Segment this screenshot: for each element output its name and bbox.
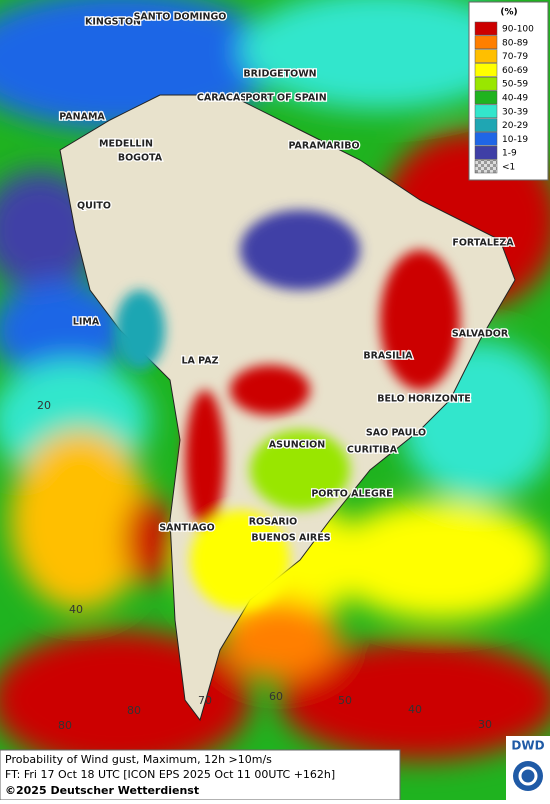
legend-label: 90-100	[502, 25, 534, 35]
legend-label: 50-59	[502, 80, 528, 90]
graticule-label: 40	[69, 603, 83, 616]
city-label: BRIDGETOWN	[243, 69, 316, 80]
city-label: SALVADOR	[452, 329, 509, 340]
graticule-label: 40	[408, 703, 422, 716]
city-label: PORTO ALEGRE	[311, 489, 392, 500]
city-label: ROSARIO	[249, 517, 298, 528]
city-label: BRASILIA	[363, 351, 413, 362]
city-label: ASUNCION	[269, 440, 325, 451]
legend-label: 80-89	[502, 38, 528, 48]
legend-swatch	[474, 118, 498, 132]
legend-swatch	[474, 90, 498, 105]
legend-label: <1	[502, 163, 515, 173]
legend-swatch	[474, 49, 498, 63]
legend-swatch	[474, 159, 498, 174]
legend-swatch	[474, 132, 498, 146]
city-label: SANTIAGO	[159, 523, 214, 534]
city-label: QUITO	[77, 201, 111, 212]
legend-label: 70-79	[502, 52, 528, 62]
graticule-label: 20	[37, 399, 51, 412]
legend-swatch	[474, 63, 498, 77]
city-label: MEDELLIN	[99, 139, 153, 150]
legend-swatch	[474, 104, 498, 119]
graticule-label: 60	[269, 690, 283, 703]
legend-swatch	[474, 35, 498, 50]
city-label: FORTALEZA	[452, 238, 514, 249]
city-label: PORT OF SPAIN	[245, 93, 326, 104]
city-label: KINGSTON	[85, 17, 141, 28]
legend-swatch	[474, 21, 498, 36]
legend-label: 30-39	[502, 107, 528, 117]
graticule-label: 50	[338, 694, 352, 707]
graticule-label: 30	[478, 718, 492, 731]
city-label: BELO HORIZONTE	[377, 394, 471, 405]
city-label: CURITIBA	[347, 445, 398, 456]
city-label: SANTO DOMINGO	[134, 12, 227, 23]
footer-line: FT: Fri 17 Oct 18 UTC [ICON EPS 2025 Oct…	[5, 768, 335, 781]
footer-line: Probability of Wind gust, Maximum, 12h >…	[5, 753, 272, 766]
city-label: SAO PAULO	[366, 428, 426, 439]
city-label: CARACAS	[197, 93, 247, 104]
logo: DWD	[511, 739, 544, 753]
copyright: ©2025 Deutscher Wetterdienst	[5, 784, 199, 797]
graticule-label: 80	[127, 704, 141, 717]
city-label: PARAMARIBO	[288, 141, 359, 152]
graticule-label: 80	[58, 719, 72, 732]
graticule-label: 70	[198, 694, 212, 707]
legend-label: 40-49	[502, 94, 528, 104]
city-label: PANAMA	[59, 112, 105, 123]
legend: (%) 90-100 80-89 70-79 60-69 50-59 40-49 30-39 2…	[468, 1, 549, 181]
city-label: BUENOS AIRES	[251, 533, 330, 544]
legend-title: (%)	[500, 8, 517, 18]
legend-label: 1-9	[502, 149, 517, 159]
legend-swatch	[474, 145, 498, 160]
legend-label: 60-69	[502, 66, 528, 76]
legend-swatch	[474, 76, 498, 91]
legend-label: 10-19	[502, 135, 528, 145]
city-label: LA PAZ	[181, 356, 218, 367]
city-label: LIMA	[73, 317, 100, 328]
city-label: BOGOTA	[118, 153, 163, 164]
legend-label: 20-29	[502, 121, 528, 131]
